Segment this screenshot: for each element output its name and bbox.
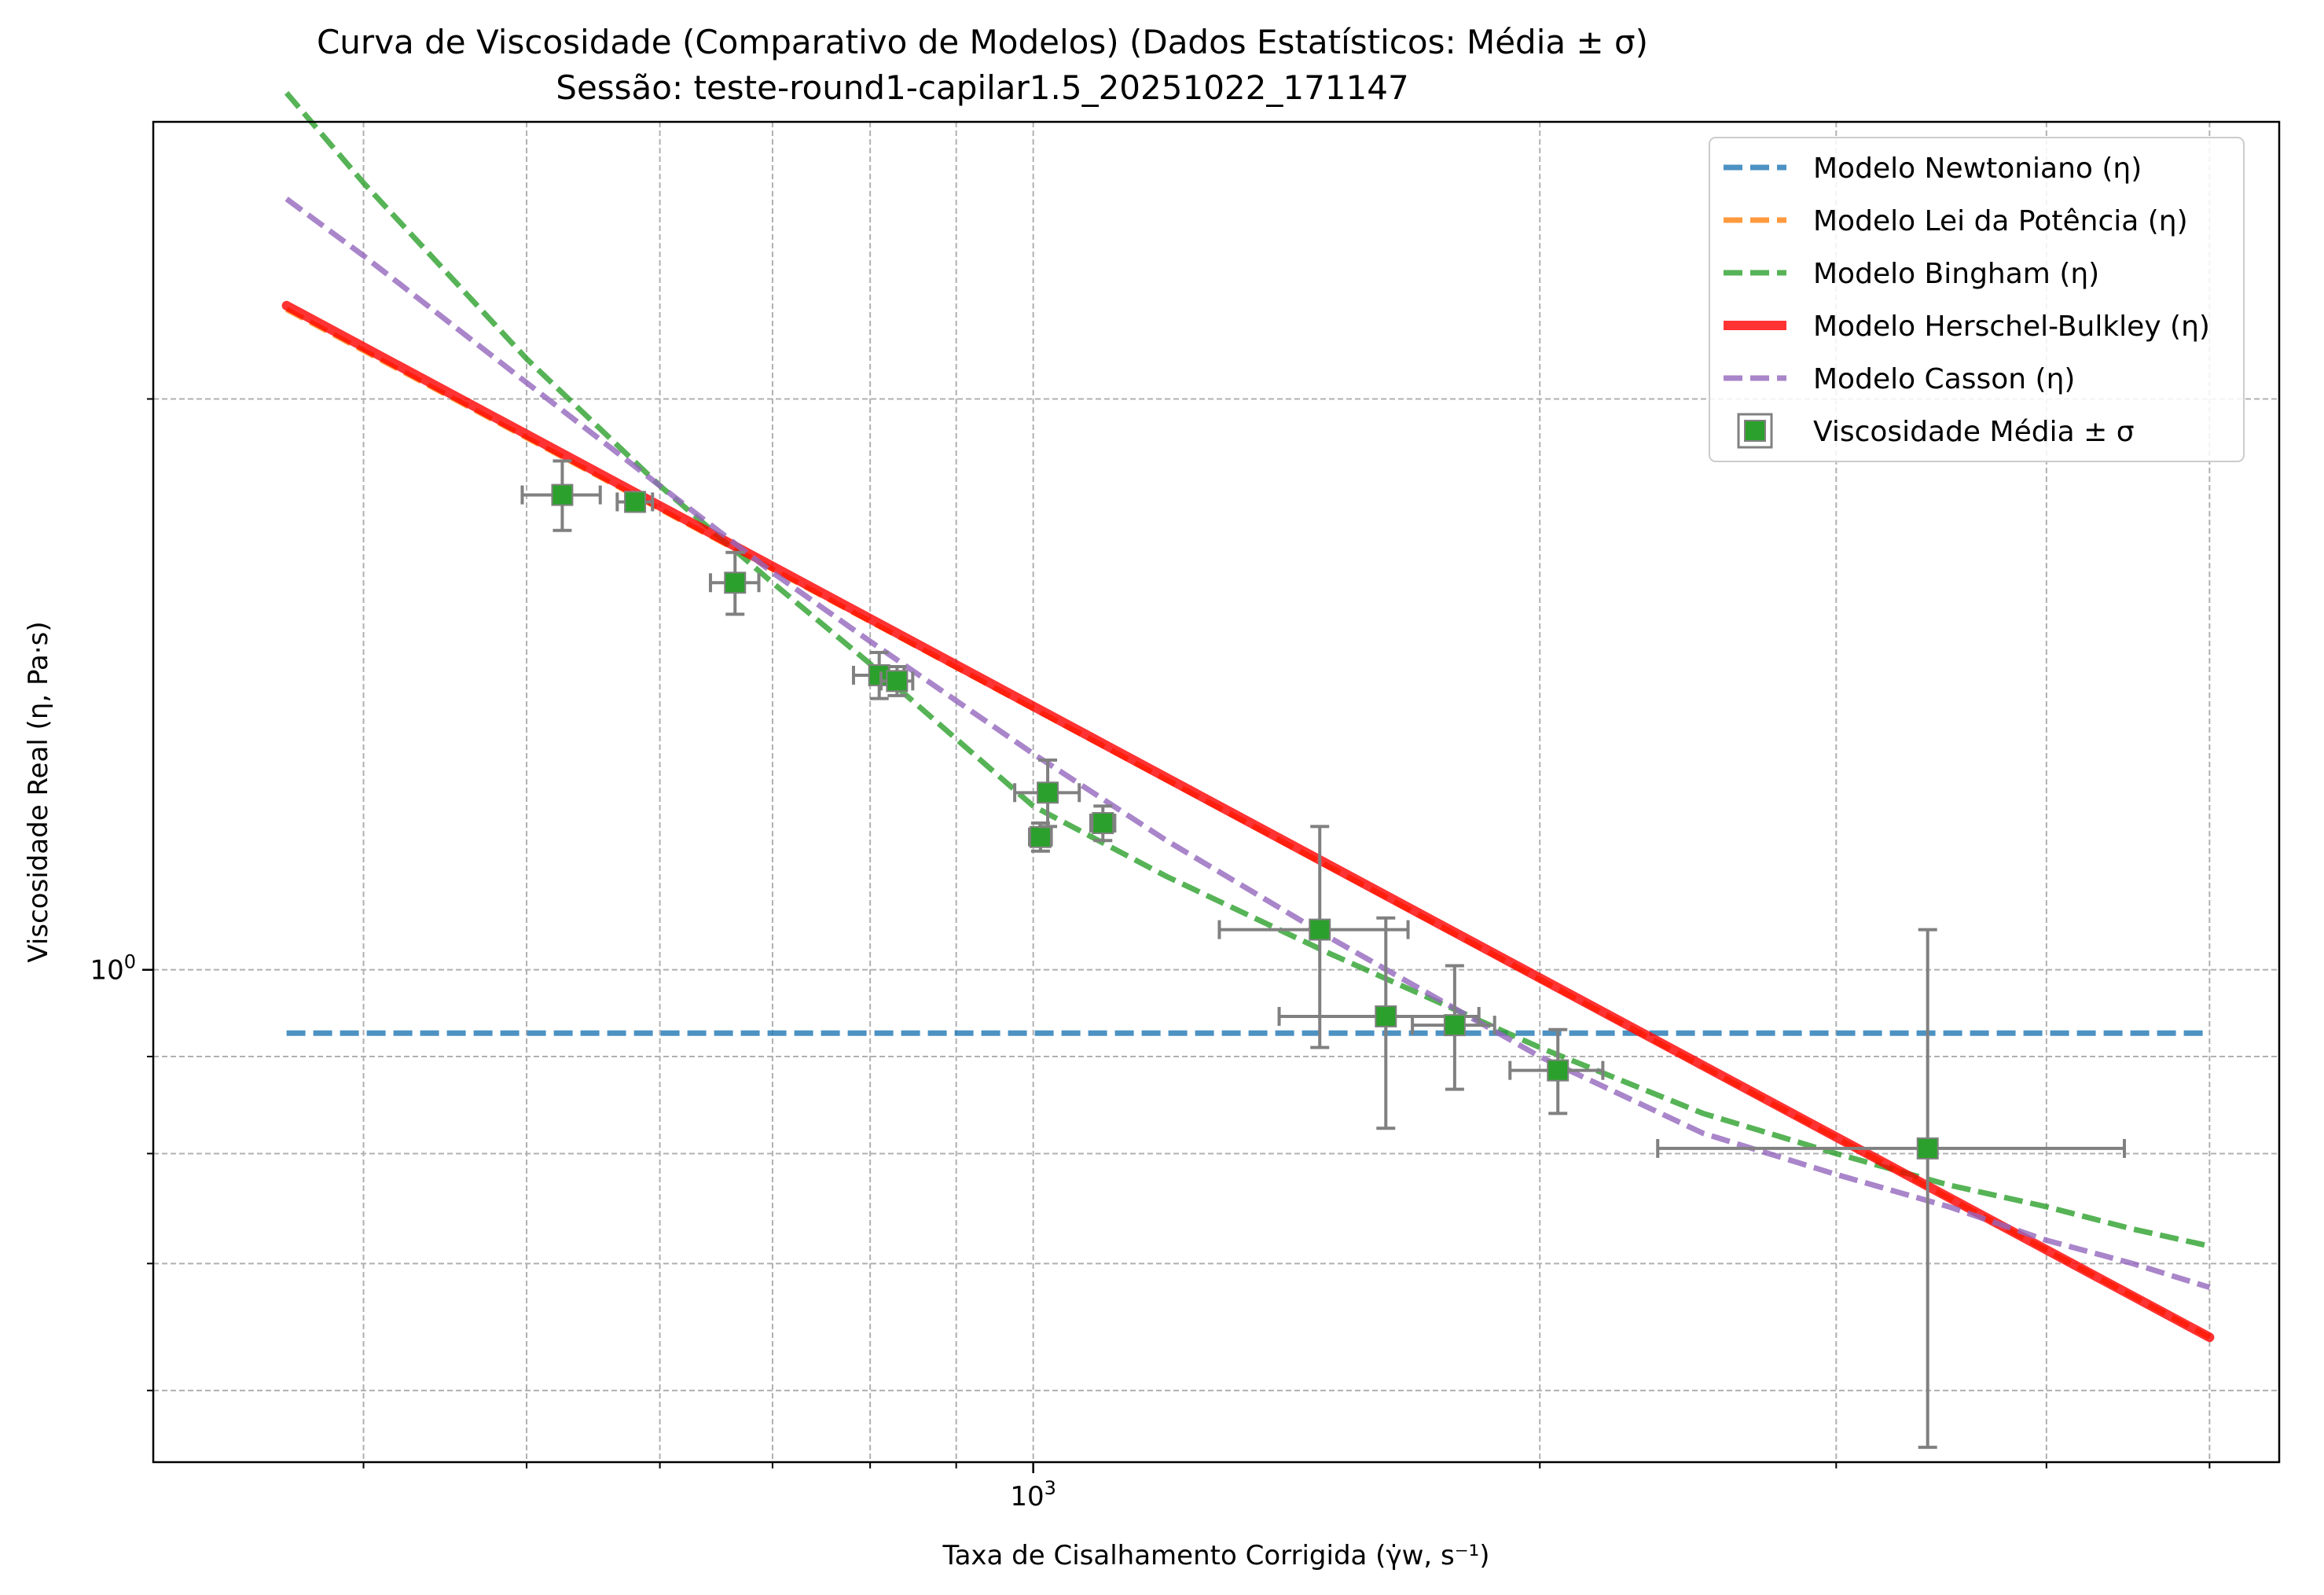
point-marker [724,571,747,594]
data-point [879,665,915,697]
data-point [1217,825,1410,1049]
point-marker [624,491,647,513]
data-point [1013,758,1081,829]
model-curves [281,90,2215,1343]
legend-errorbar-swatch [1737,413,1773,449]
series-line-herschel-bulkley [281,300,2215,1343]
point-marker [1547,1059,1570,1082]
legend-label: Modelo Casson (η) [1813,363,2075,395]
legend-label: Modelo Bingham (η) [1813,258,2099,290]
data-point [1411,964,1496,1091]
point-marker [1443,1014,1466,1037]
legend-label: Modelo Herschel-Bulkley (η) [1813,311,2210,343]
chart-title-group: Curva de Viscosidade (Comparativo de Mod… [317,23,1648,107]
point-marker [886,670,909,693]
legend-item: Modelo Herschel-Bulkley (η) [1724,311,2210,343]
x-tick-label: 103 [1010,1477,1056,1512]
plot-frame [152,120,2281,1464]
grid-lines [153,122,2279,1462]
data-point [615,491,655,513]
point-marker [1916,1137,1939,1159]
legend-item: Modelo Casson (η) [1724,363,2075,395]
y-axis-label: Viscosidade Real (η, Pa·s) [23,621,54,962]
series-line-casson [285,197,2211,1291]
data-point [520,459,602,532]
data-point [1656,928,2126,1450]
legend-label: Modelo Newtoniano (η) [1813,153,2142,185]
data-point [708,550,761,616]
point-marker [1037,781,1059,804]
legend-label: Viscosidade Média ± σ [1813,416,2135,448]
legend-item: Viscosidade Média ± σ [1737,413,2135,449]
point-marker [1092,812,1114,835]
point-marker [1029,825,1052,848]
data-point [1508,1027,1605,1115]
legend-label: Modelo Lei da Potência (η) [1813,205,2188,237]
legend-item: Modelo Bingham (η) [1724,258,2099,290]
chart-subtitle: Sessão: teste-round1-capilar1.5_20251022… [556,68,1408,107]
y-tick-label: 100 [90,951,136,987]
data-point [1027,821,1053,853]
legend-item: Modelo Newtoniano (η) [1724,153,2142,185]
point-marker [1375,1005,1397,1027]
legend[interactable]: Modelo Newtoniano (η) Modelo Lei da Potên… [1709,137,2245,462]
legend-item: Modelo Lei da Potência (η) [1724,205,2188,237]
point-marker [1309,918,1331,941]
point-marker [551,483,574,506]
data-point [1089,804,1117,843]
legend-marker-swatch [1744,420,1766,442]
legend-box [1709,137,2245,462]
x-axis-label: Taxa de Cisalhamento Corrigida (γ̇w, s⁻¹… [942,1540,1489,1571]
axis-ticks: 103 100 [90,398,2211,1512]
chart-title: Curva de Viscosidade (Comparativo de Mod… [317,23,1648,61]
data-points [520,459,2126,1450]
